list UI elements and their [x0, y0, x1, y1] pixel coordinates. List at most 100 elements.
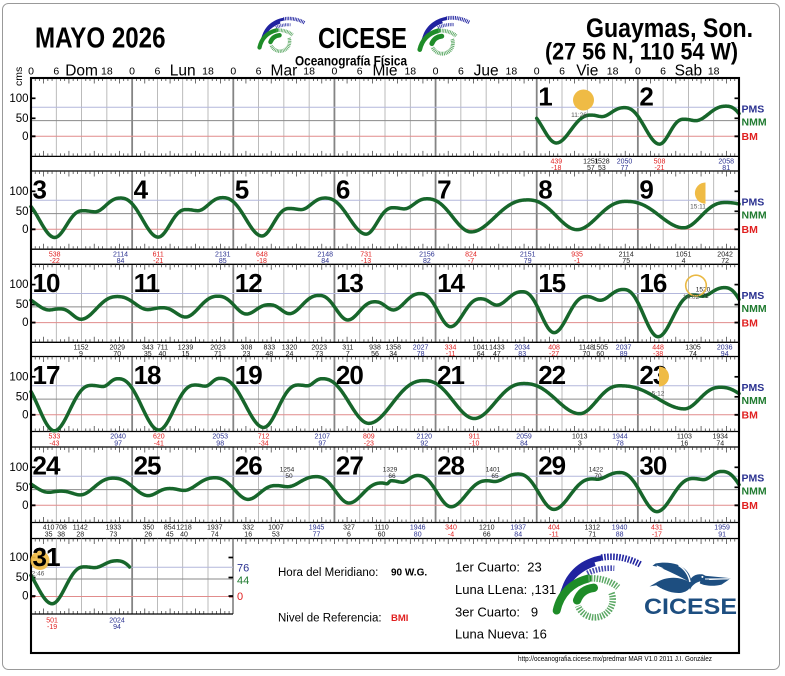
svg-text:2156: 2156 [419, 251, 435, 258]
svg-text:1944: 1944 [612, 434, 628, 441]
svg-text:29: 29 [538, 451, 565, 481]
svg-text:60: 60 [596, 351, 604, 358]
svg-text:-18: -18 [257, 258, 267, 265]
svg-text:PMS: PMS [742, 290, 765, 302]
svg-text:BMI: BMI [391, 613, 408, 624]
svg-text:84: 84 [514, 531, 522, 538]
svg-text:1041: 1041 [473, 345, 489, 352]
svg-text:0: 0 [22, 224, 28, 236]
svg-text:1: 1 [538, 82, 552, 112]
svg-text:65: 65 [491, 473, 499, 480]
svg-text:75: 75 [622, 258, 630, 265]
svg-text:88: 88 [616, 531, 624, 538]
svg-text:100: 100 [9, 279, 28, 291]
svg-text:-4: -4 [448, 531, 454, 538]
svg-text:19: 19 [235, 360, 262, 390]
svg-text:40: 40 [180, 531, 188, 538]
svg-text:Nivel de Referencia:: Nivel de Referencia: [278, 613, 382, 625]
svg-text:1251: 1251 [583, 159, 599, 166]
svg-text:35: 35 [45, 531, 53, 538]
svg-text:2120: 2120 [417, 434, 433, 441]
svg-text:cms: cms [13, 67, 25, 86]
svg-text:83: 83 [518, 351, 526, 358]
svg-text:56: 56 [371, 351, 379, 358]
svg-text:30: 30 [639, 451, 666, 481]
svg-text:31: 31 [33, 542, 60, 572]
svg-text:85: 85 [219, 258, 227, 265]
svg-text:1148: 1148 [579, 345, 594, 352]
svg-text:824: 824 [465, 251, 477, 258]
svg-text:-10: -10 [469, 440, 479, 447]
svg-text:1933: 1933 [106, 525, 122, 532]
svg-text:18: 18 [404, 66, 416, 78]
svg-text:833: 833 [263, 345, 275, 352]
svg-text:11: 11 [134, 268, 160, 298]
svg-text:50: 50 [16, 113, 29, 125]
svg-text:82: 82 [423, 258, 431, 265]
svg-text:2027: 2027 [413, 345, 429, 352]
svg-text:74: 74 [211, 531, 219, 538]
svg-text:9: 9 [79, 351, 83, 358]
svg-text:712: 712 [258, 434, 270, 441]
svg-text:2:46: 2:46 [32, 571, 45, 578]
svg-text:79: 79 [524, 258, 532, 265]
svg-text:BM: BM [742, 317, 759, 329]
svg-text:-13: -13 [361, 258, 371, 265]
svg-text:91: 91 [718, 531, 726, 538]
svg-text:-11: -11 [549, 531, 559, 538]
svg-text:711: 711 [157, 345, 168, 352]
svg-text:34: 34 [389, 351, 397, 358]
svg-text:50: 50 [16, 206, 29, 218]
svg-text:3er Cuarto: 9: 3er Cuarto: 9 [455, 605, 538, 620]
svg-text:89: 89 [620, 351, 628, 358]
svg-text:1254: 1254 [280, 467, 295, 474]
svg-text:340: 340 [445, 525, 457, 532]
svg-text:60: 60 [378, 531, 386, 538]
svg-text:-7: -7 [468, 258, 474, 265]
svg-text:12: 12 [235, 268, 262, 298]
svg-text:0: 0 [28, 66, 34, 78]
svg-text:14: 14 [437, 268, 465, 298]
svg-text:NMM: NMM [742, 486, 767, 498]
svg-text:-34: -34 [259, 440, 269, 447]
svg-text:6: 6 [256, 66, 262, 78]
svg-text:NMM: NMM [742, 210, 767, 222]
svg-text:92: 92 [420, 440, 428, 447]
svg-text:1er Cuarto: 23: 1er Cuarto: 23 [455, 560, 542, 575]
svg-text:81: 81 [722, 165, 730, 172]
svg-text:9: 9 [639, 175, 653, 205]
svg-text:-38: -38 [653, 351, 663, 358]
svg-text:6: 6 [336, 175, 350, 205]
svg-text:-27: -27 [549, 351, 559, 358]
svg-text:6: 6 [347, 531, 351, 538]
svg-text:17: 17 [33, 360, 60, 390]
svg-text:Oceanografía Física: Oceanografía Física [295, 54, 407, 69]
svg-text:2050: 2050 [617, 159, 633, 166]
svg-text:0: 0 [22, 591, 28, 603]
svg-text:2: 2 [639, 82, 653, 112]
svg-text:Jue: Jue [474, 63, 499, 80]
svg-text:5: 5 [235, 175, 249, 205]
svg-text:PMS: PMS [742, 197, 765, 209]
svg-text:15:11: 15:11 [690, 204, 706, 211]
svg-text:PMS: PMS [742, 473, 765, 485]
svg-text:94: 94 [721, 351, 729, 358]
svg-text:0: 0 [433, 66, 439, 78]
svg-text:57: 57 [587, 165, 595, 172]
svg-text:334: 334 [445, 345, 457, 352]
svg-text:48: 48 [265, 351, 273, 358]
svg-text:25: 25 [134, 451, 161, 481]
svg-text:1305: 1305 [685, 345, 701, 352]
svg-text:11:26: 11:26 [571, 112, 587, 119]
svg-text:50: 50 [285, 473, 293, 480]
svg-text:-18: -18 [551, 165, 561, 172]
svg-text:76: 76 [237, 563, 249, 575]
svg-text:4: 4 [134, 175, 149, 205]
svg-text:18: 18 [303, 66, 315, 78]
svg-text:80: 80 [414, 531, 422, 538]
svg-text:431: 431 [651, 525, 663, 532]
svg-text:78: 78 [417, 351, 425, 358]
svg-text:611: 611 [153, 251, 164, 258]
svg-text:6: 6 [53, 66, 59, 78]
svg-text:-17: -17 [652, 531, 662, 538]
